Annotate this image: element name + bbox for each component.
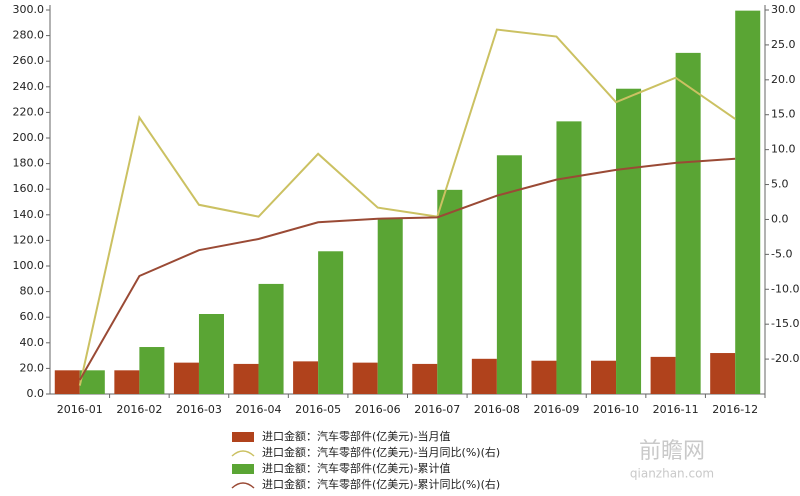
bar [352, 362, 378, 394]
bar [496, 155, 522, 394]
x-tick-label: 2016-11 [653, 403, 699, 416]
y2-tick-label: -20.0 [771, 352, 799, 365]
x-tick-label: 2016-06 [355, 403, 401, 416]
legend-swatch [232, 464, 254, 474]
watermark-brand: 前瞻网 [639, 439, 705, 464]
legend-label: 进口金额：汽车零部件(亿美元)-当月同比(%)(右) [262, 445, 500, 459]
y-tick-label: 20.0 [20, 361, 45, 374]
legend-label: 进口金额：汽车零部件(亿美元)-当月值 [262, 429, 451, 443]
bar [471, 358, 497, 394]
x-tick-label: 2016-07 [414, 403, 460, 416]
line [78, 28, 736, 386]
y-tick-label: 160.0 [13, 182, 45, 195]
y2-tick-label: 30.0 [771, 3, 796, 16]
bar [616, 88, 642, 394]
x-tick-label: 2016-12 [712, 403, 758, 416]
y2-tick-label: -10.0 [771, 282, 799, 295]
x-tick-label: 2016-04 [236, 403, 282, 416]
bar [293, 361, 319, 394]
y2-tick-label: -5.0 [771, 247, 792, 260]
y-tick-label: 260.0 [13, 54, 45, 67]
bar [531, 360, 557, 394]
bar [173, 362, 199, 394]
bar [258, 283, 284, 394]
x-tick-label: 2016-10 [593, 403, 639, 416]
y-tick-label: 0.0 [27, 387, 45, 400]
watermark-site: qianzhan.com [630, 467, 714, 481]
y2-tick-label: 5.0 [771, 178, 789, 191]
y2-tick-label: 0.0 [771, 212, 789, 225]
bar [54, 370, 80, 394]
legend-swatch [231, 450, 255, 457]
bar [79, 370, 105, 394]
y-tick-label: 240.0 [13, 80, 45, 93]
x-tick-label: 2016-09 [533, 403, 579, 416]
bar [437, 189, 463, 394]
y-tick-label: 200.0 [13, 131, 45, 144]
y2-tick-label: 25.0 [771, 38, 796, 51]
y-tick-label: 220.0 [13, 105, 45, 118]
bar [675, 52, 701, 394]
y2-tick-label: -15.0 [771, 317, 799, 330]
x-tick-label: 2016-01 [57, 403, 103, 416]
bar [710, 353, 736, 394]
bar [318, 251, 344, 394]
x-tick-label: 2016-02 [116, 403, 162, 416]
y-tick-label: 140.0 [13, 208, 45, 221]
bar [650, 356, 676, 394]
bar [412, 363, 438, 394]
bar [114, 370, 140, 394]
legend-label: 进口金额：汽车零部件(亿美元)-累计值 [262, 461, 451, 475]
x-tick-label: 2016-08 [474, 403, 520, 416]
x-tick-label: 2016-05 [295, 403, 341, 416]
legend-label: 进口金额：汽车零部件(亿美元)-累计同比(%)(右) [262, 477, 500, 491]
y2-tick-label: 15.0 [771, 108, 796, 121]
y2-tick-label: 10.0 [771, 143, 796, 156]
y-tick-label: 180.0 [13, 157, 45, 170]
y-tick-label: 120.0 [13, 233, 45, 246]
bar [233, 363, 259, 394]
y-tick-label: 100.0 [13, 259, 45, 272]
y2-tick-label: 20.0 [771, 73, 796, 86]
y-tick-label: 60.0 [20, 310, 45, 323]
legend-swatch [231, 482, 255, 489]
y-tick-label: 80.0 [20, 285, 45, 298]
y-tick-label: 280.0 [13, 29, 45, 42]
y-tick-label: 40.0 [20, 336, 45, 349]
bar [556, 121, 582, 395]
y-tick-label: 300.0 [13, 3, 45, 16]
bar [735, 10, 761, 394]
x-tick-label: 2016-03 [176, 403, 222, 416]
legend-swatch [232, 432, 254, 442]
bar [591, 360, 617, 394]
bar [198, 314, 224, 394]
bar [139, 347, 165, 394]
line [78, 157, 736, 381]
bar [377, 219, 403, 394]
